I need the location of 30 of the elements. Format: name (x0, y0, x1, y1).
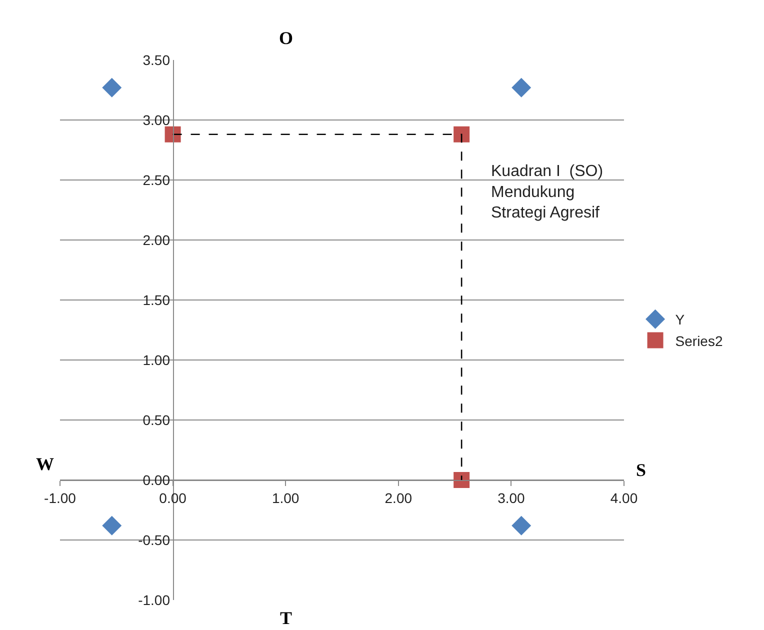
text: W (36, 454, 54, 474)
annotation: Kuadran I (SO) Mendukung Strategi Agresif (491, 163, 604, 222)
y-tick-label: 3.00 (142, 112, 170, 128)
legend-label: Series2 (675, 332, 723, 349)
x-tick-label: 2.00 (384, 490, 412, 506)
point (512, 78, 532, 98)
point (454, 472, 470, 488)
legend-label: Y (675, 312, 686, 328)
y-tick-label: 1.00 (142, 352, 170, 368)
point (454, 126, 470, 142)
y-tick-label: -1.00 (138, 592, 170, 608)
text: T (280, 608, 292, 628)
y-tick-label: 2.00 (142, 232, 170, 248)
point (102, 516, 122, 536)
y-tick-label: 2.50 (142, 172, 170, 188)
x-tick-label: 1.00 (272, 490, 300, 506)
x-tick-label: 4.00 (610, 490, 638, 506)
x-tick-label: 3.00 (498, 490, 526, 506)
x-tick-label: 0.00 (159, 490, 187, 506)
point (102, 78, 122, 98)
point (164, 126, 181, 142)
y-tick-label: 1.50 (142, 292, 170, 308)
x-tick-label: -1.00 (44, 490, 76, 506)
text: O (279, 28, 294, 48)
point (512, 516, 532, 536)
y-tick-label: -0.50 (138, 532, 170, 548)
y-tick-label: 0.00 (142, 472, 170, 488)
text: S (636, 460, 646, 480)
y-tick-label: 3.50 (142, 52, 170, 68)
y-tick-label: 0.50 (142, 412, 170, 428)
